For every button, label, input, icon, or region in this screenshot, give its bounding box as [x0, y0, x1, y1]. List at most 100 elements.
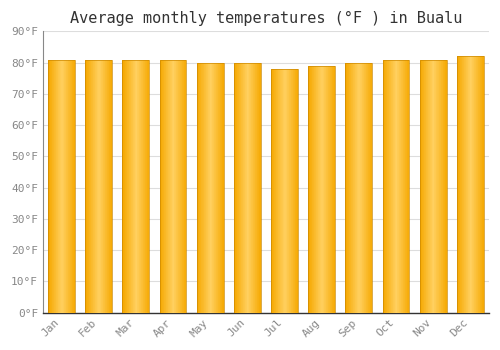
Bar [438, 60, 439, 313]
Bar [292, 69, 293, 313]
Bar [290, 69, 291, 313]
Bar [402, 60, 404, 313]
Bar [435, 60, 436, 313]
Bar [68, 60, 69, 313]
Bar [216, 63, 217, 313]
Bar [396, 60, 398, 313]
Bar [252, 63, 254, 313]
Bar [175, 60, 176, 313]
Bar [291, 69, 292, 313]
Bar [327, 66, 328, 313]
Bar [282, 69, 283, 313]
Bar [481, 56, 482, 313]
Bar [199, 63, 200, 313]
Bar [212, 63, 213, 313]
Bar [386, 60, 388, 313]
Bar [404, 60, 406, 313]
Bar [162, 60, 163, 313]
Bar [165, 60, 166, 313]
Bar [160, 60, 161, 313]
Bar [408, 60, 410, 313]
Bar [202, 63, 203, 313]
Bar [348, 63, 349, 313]
Bar [94, 60, 96, 313]
Bar [422, 60, 423, 313]
Bar [70, 60, 71, 313]
Bar [128, 60, 129, 313]
Bar [354, 63, 355, 313]
Bar [177, 60, 178, 313]
Bar [61, 60, 62, 313]
Bar [287, 69, 288, 313]
Bar [467, 56, 468, 313]
Bar [346, 63, 372, 313]
Bar [347, 63, 348, 313]
Bar [394, 60, 396, 313]
Bar [355, 63, 356, 313]
Bar [56, 60, 57, 313]
Bar [221, 63, 222, 313]
Bar [352, 63, 353, 313]
Bar [258, 63, 260, 313]
Bar [421, 60, 422, 313]
Bar [53, 60, 54, 313]
Bar [204, 63, 205, 313]
Bar [276, 69, 277, 313]
Bar [316, 66, 317, 313]
Bar [308, 66, 309, 313]
Bar [470, 56, 471, 313]
Bar [477, 56, 478, 313]
Bar [166, 60, 167, 313]
Bar [272, 69, 273, 313]
Bar [308, 66, 335, 313]
Bar [439, 60, 440, 313]
Bar [108, 60, 110, 313]
Bar [462, 56, 463, 313]
Bar [160, 60, 186, 313]
Bar [71, 60, 72, 313]
Bar [63, 60, 64, 313]
Bar [201, 63, 202, 313]
Bar [161, 60, 162, 313]
Bar [360, 63, 361, 313]
Bar [207, 63, 208, 313]
Bar [471, 56, 472, 313]
Bar [125, 60, 126, 313]
Bar [145, 60, 146, 313]
Bar [463, 56, 464, 313]
Bar [358, 63, 359, 313]
Title: Average monthly temperatures (°F ) in Bualu: Average monthly temperatures (°F ) in Bu… [70, 11, 462, 26]
Bar [69, 60, 70, 313]
Bar [130, 60, 131, 313]
Bar [444, 60, 445, 313]
Bar [184, 60, 185, 313]
Bar [86, 60, 88, 313]
Bar [437, 60, 438, 313]
Bar [431, 60, 432, 313]
Bar [440, 60, 441, 313]
Bar [284, 69, 285, 313]
Bar [332, 66, 333, 313]
Bar [429, 60, 430, 313]
Bar [367, 63, 368, 313]
Bar [320, 66, 321, 313]
Bar [147, 60, 148, 313]
Bar [280, 69, 281, 313]
Bar [461, 56, 462, 313]
Bar [168, 60, 169, 313]
Bar [424, 60, 425, 313]
Bar [217, 63, 218, 313]
Bar [334, 66, 335, 313]
Bar [473, 56, 474, 313]
Bar [171, 60, 172, 313]
Bar [331, 66, 332, 313]
Bar [420, 60, 421, 313]
Bar [351, 63, 352, 313]
Bar [368, 63, 369, 313]
Bar [59, 60, 60, 313]
Bar [110, 60, 111, 313]
Bar [475, 56, 476, 313]
Bar [370, 63, 371, 313]
Bar [442, 60, 443, 313]
Bar [222, 63, 223, 313]
